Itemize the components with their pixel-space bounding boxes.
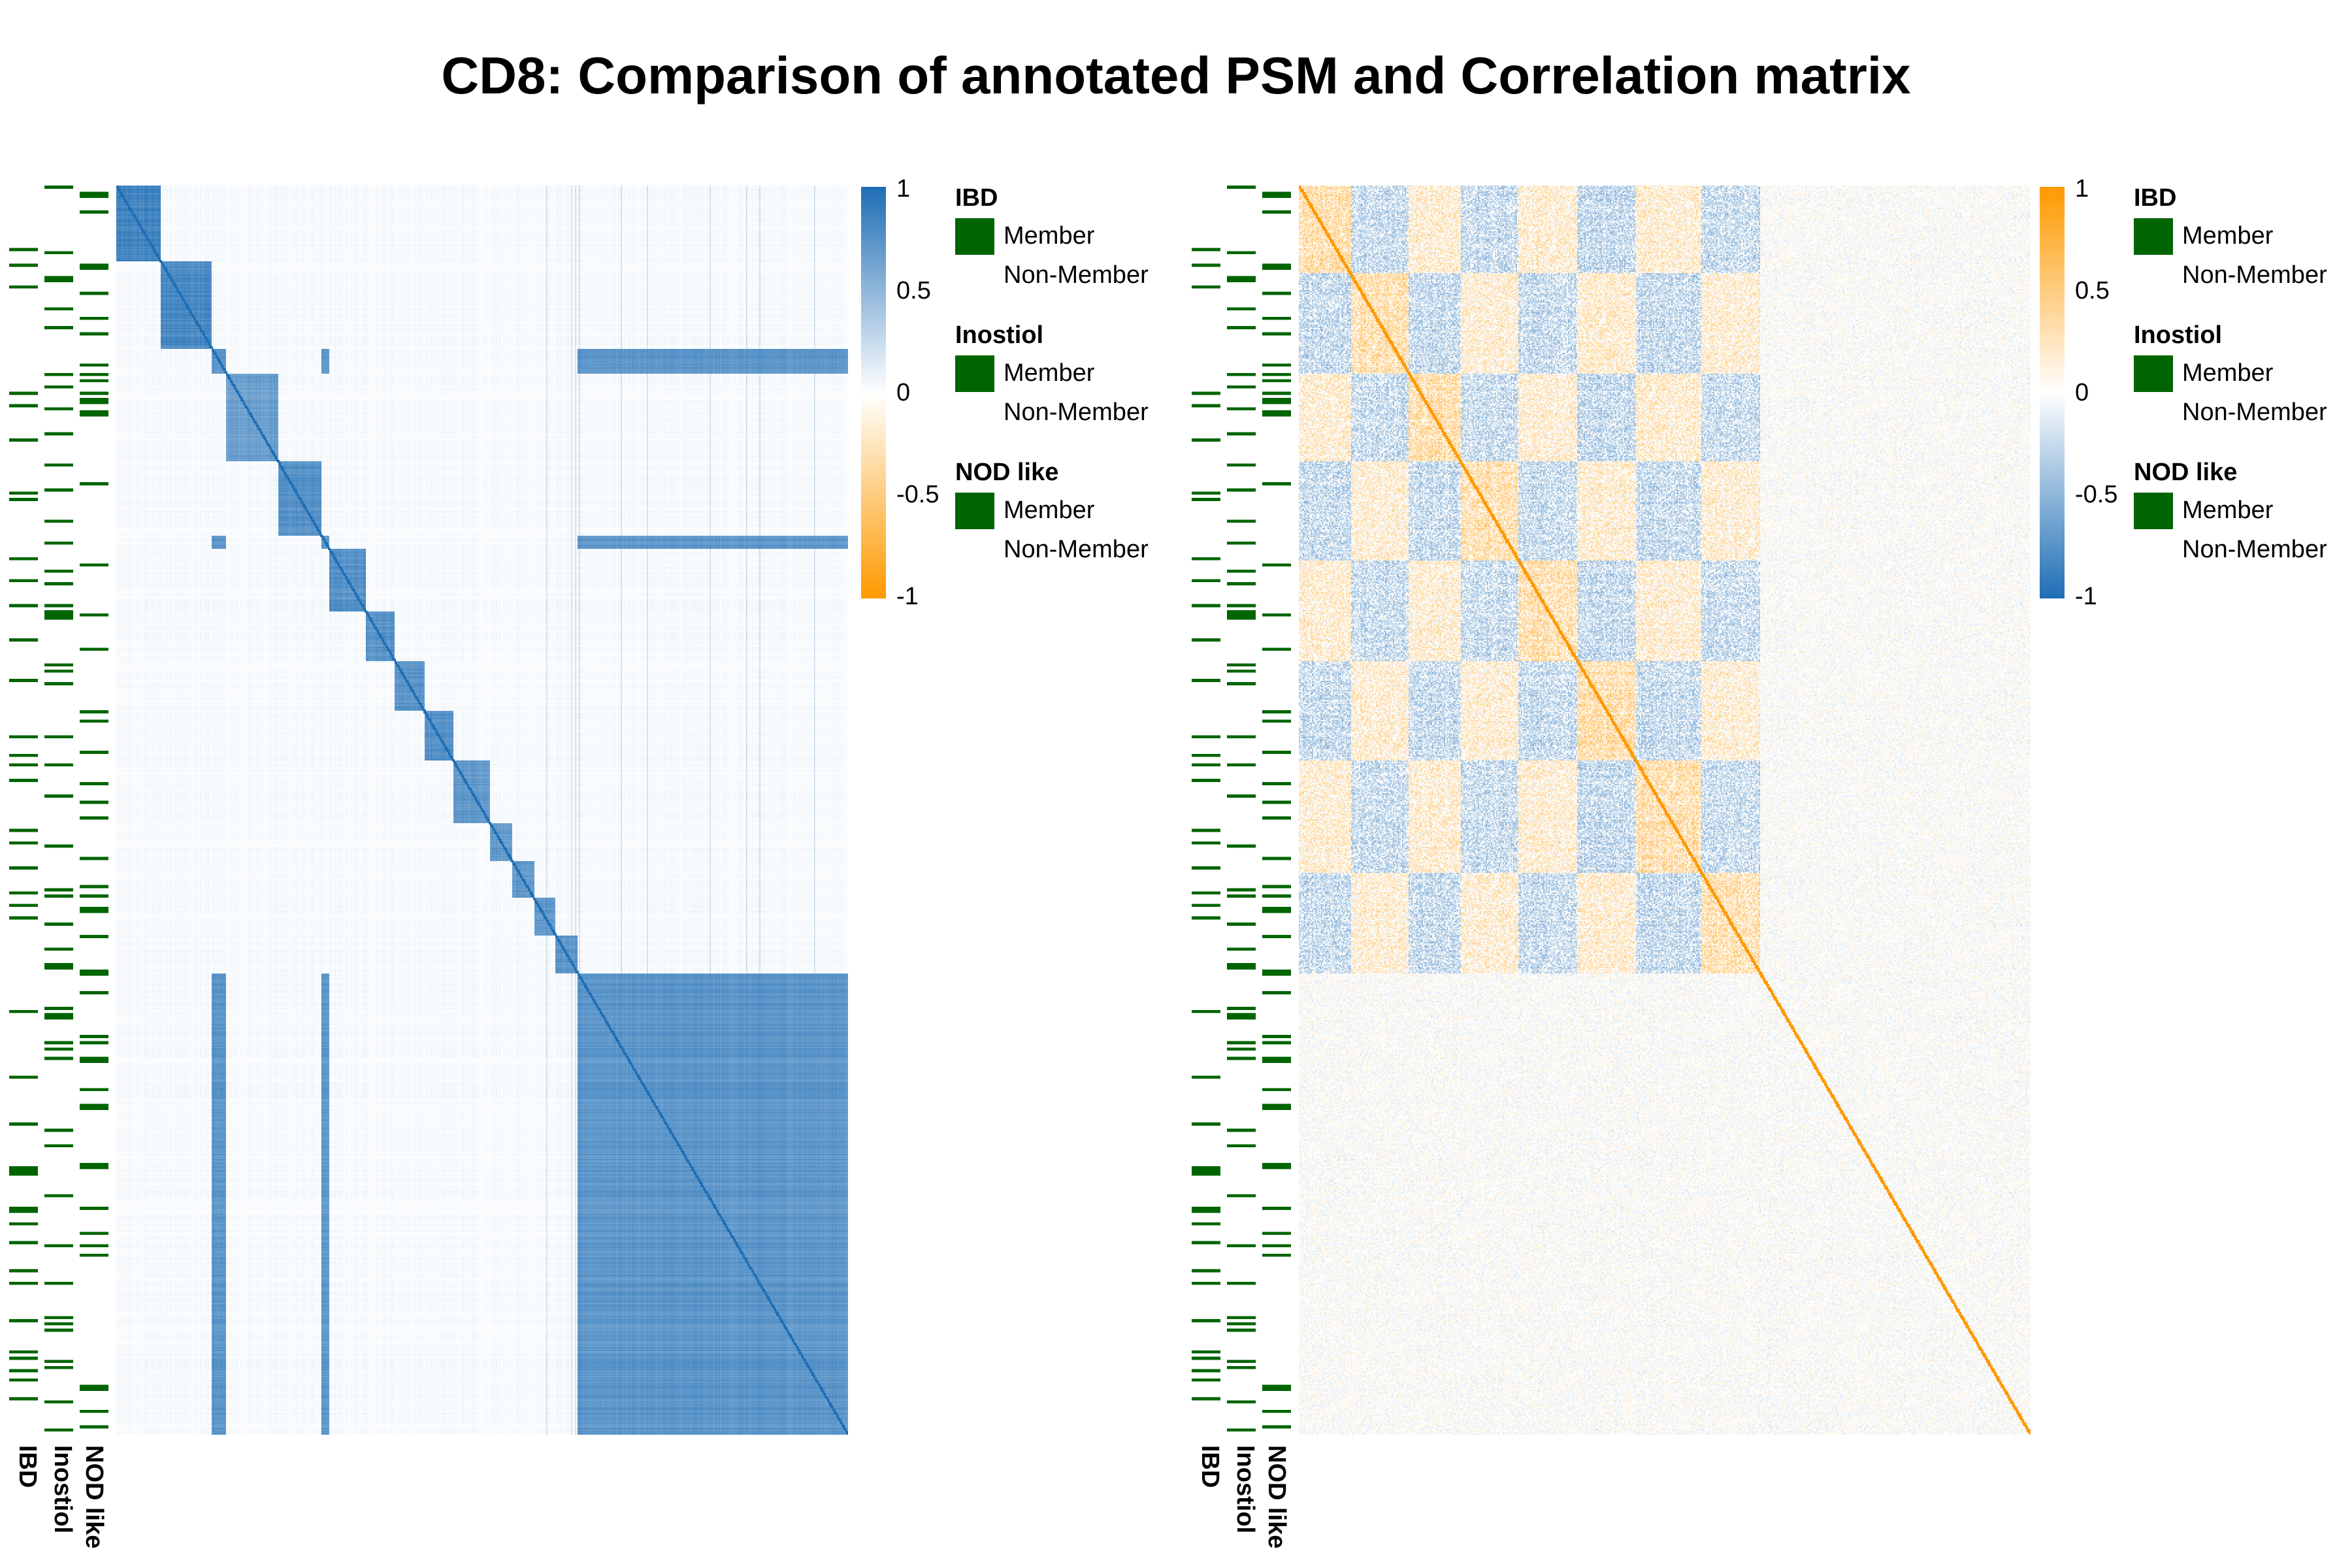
legend-label-non-member: Non-Member: [1004, 536, 1149, 563]
inostiol-annotation-track: [1227, 186, 1256, 1435]
legend-swatch-member: [955, 355, 994, 392]
ibd-annotation-track: [9, 186, 38, 1435]
legend-label-non-member: Non-Member: [1004, 261, 1149, 289]
correlation-color-scale: [2040, 187, 2065, 598]
legend-label-member: Member: [2182, 222, 2274, 250]
legend-swatch-member: [2134, 355, 2173, 392]
cor-scale-tick-0: 0: [2075, 379, 2089, 406]
correlation-heatmap: [1299, 186, 2031, 1435]
legend-title-nod-like: NOD like: [955, 459, 1059, 486]
psm-scale-tick-0: 0: [896, 379, 911, 406]
ibd-annotation-label: IBD: [14, 1445, 41, 1488]
legend-label-member: Member: [2182, 359, 2274, 387]
nod-like-annotation-label: NOD like: [80, 1445, 108, 1549]
legend-swatch-member: [955, 218, 994, 255]
legend-label-non-member: Non-Member: [1004, 399, 1149, 426]
psm-heatmap: [116, 186, 848, 1435]
legend-label-non-member: Non-Member: [2182, 536, 2327, 563]
figure-title: CD8: Comparison of annotated PSM and Cor…: [441, 46, 1911, 105]
psm-scale-tick-1: 1: [896, 175, 911, 203]
psm-scale-tick--1: -1: [896, 583, 919, 610]
cor-scale-tick--1: -1: [2075, 583, 2097, 610]
legend-title-ibd: IBD: [955, 184, 998, 212]
legend-label-member: Member: [1004, 359, 1095, 387]
legend-title-nod-like: NOD like: [2134, 459, 2238, 486]
inostiol-annotation-label: Inostiol: [49, 1445, 76, 1534]
legend-label-member: Member: [1004, 222, 1095, 250]
legend-swatch-member: [2134, 218, 2173, 255]
inostiol-annotation-label: Inostiol: [1232, 1445, 1259, 1534]
cor-scale-tick-0.5: 0.5: [2075, 277, 2110, 304]
psm-scale-tick--0.5: -0.5: [896, 481, 939, 508]
cor-scale-tick-1: 1: [2075, 175, 2089, 203]
legend-label-non-member: Non-Member: [2182, 399, 2327, 426]
legend-title-ibd: IBD: [2134, 184, 2177, 212]
legend-title-inostiol: Inostiol: [2134, 321, 2223, 349]
psm-color-scale: [861, 187, 886, 598]
legend-label-member: Member: [2182, 497, 2274, 524]
legend-title-inostiol: Inostiol: [955, 321, 1044, 349]
legend-label-member: Member: [1004, 497, 1095, 524]
nod-like-annotation-track: [1262, 186, 1291, 1435]
inostiol-annotation-track: [44, 186, 73, 1435]
cor-scale-tick--0.5: -0.5: [2075, 481, 2118, 508]
legend-label-non-member: Non-Member: [2182, 261, 2327, 289]
nod-like-annotation-track: [80, 186, 108, 1435]
psm-scale-tick-0.5: 0.5: [896, 277, 931, 304]
ibd-annotation-track: [1192, 186, 1220, 1435]
legend-swatch-member: [955, 493, 994, 529]
nod-like-annotation-label: NOD like: [1263, 1445, 1290, 1549]
ibd-annotation-label: IBD: [1196, 1445, 1224, 1488]
legend-swatch-member: [2134, 493, 2173, 529]
